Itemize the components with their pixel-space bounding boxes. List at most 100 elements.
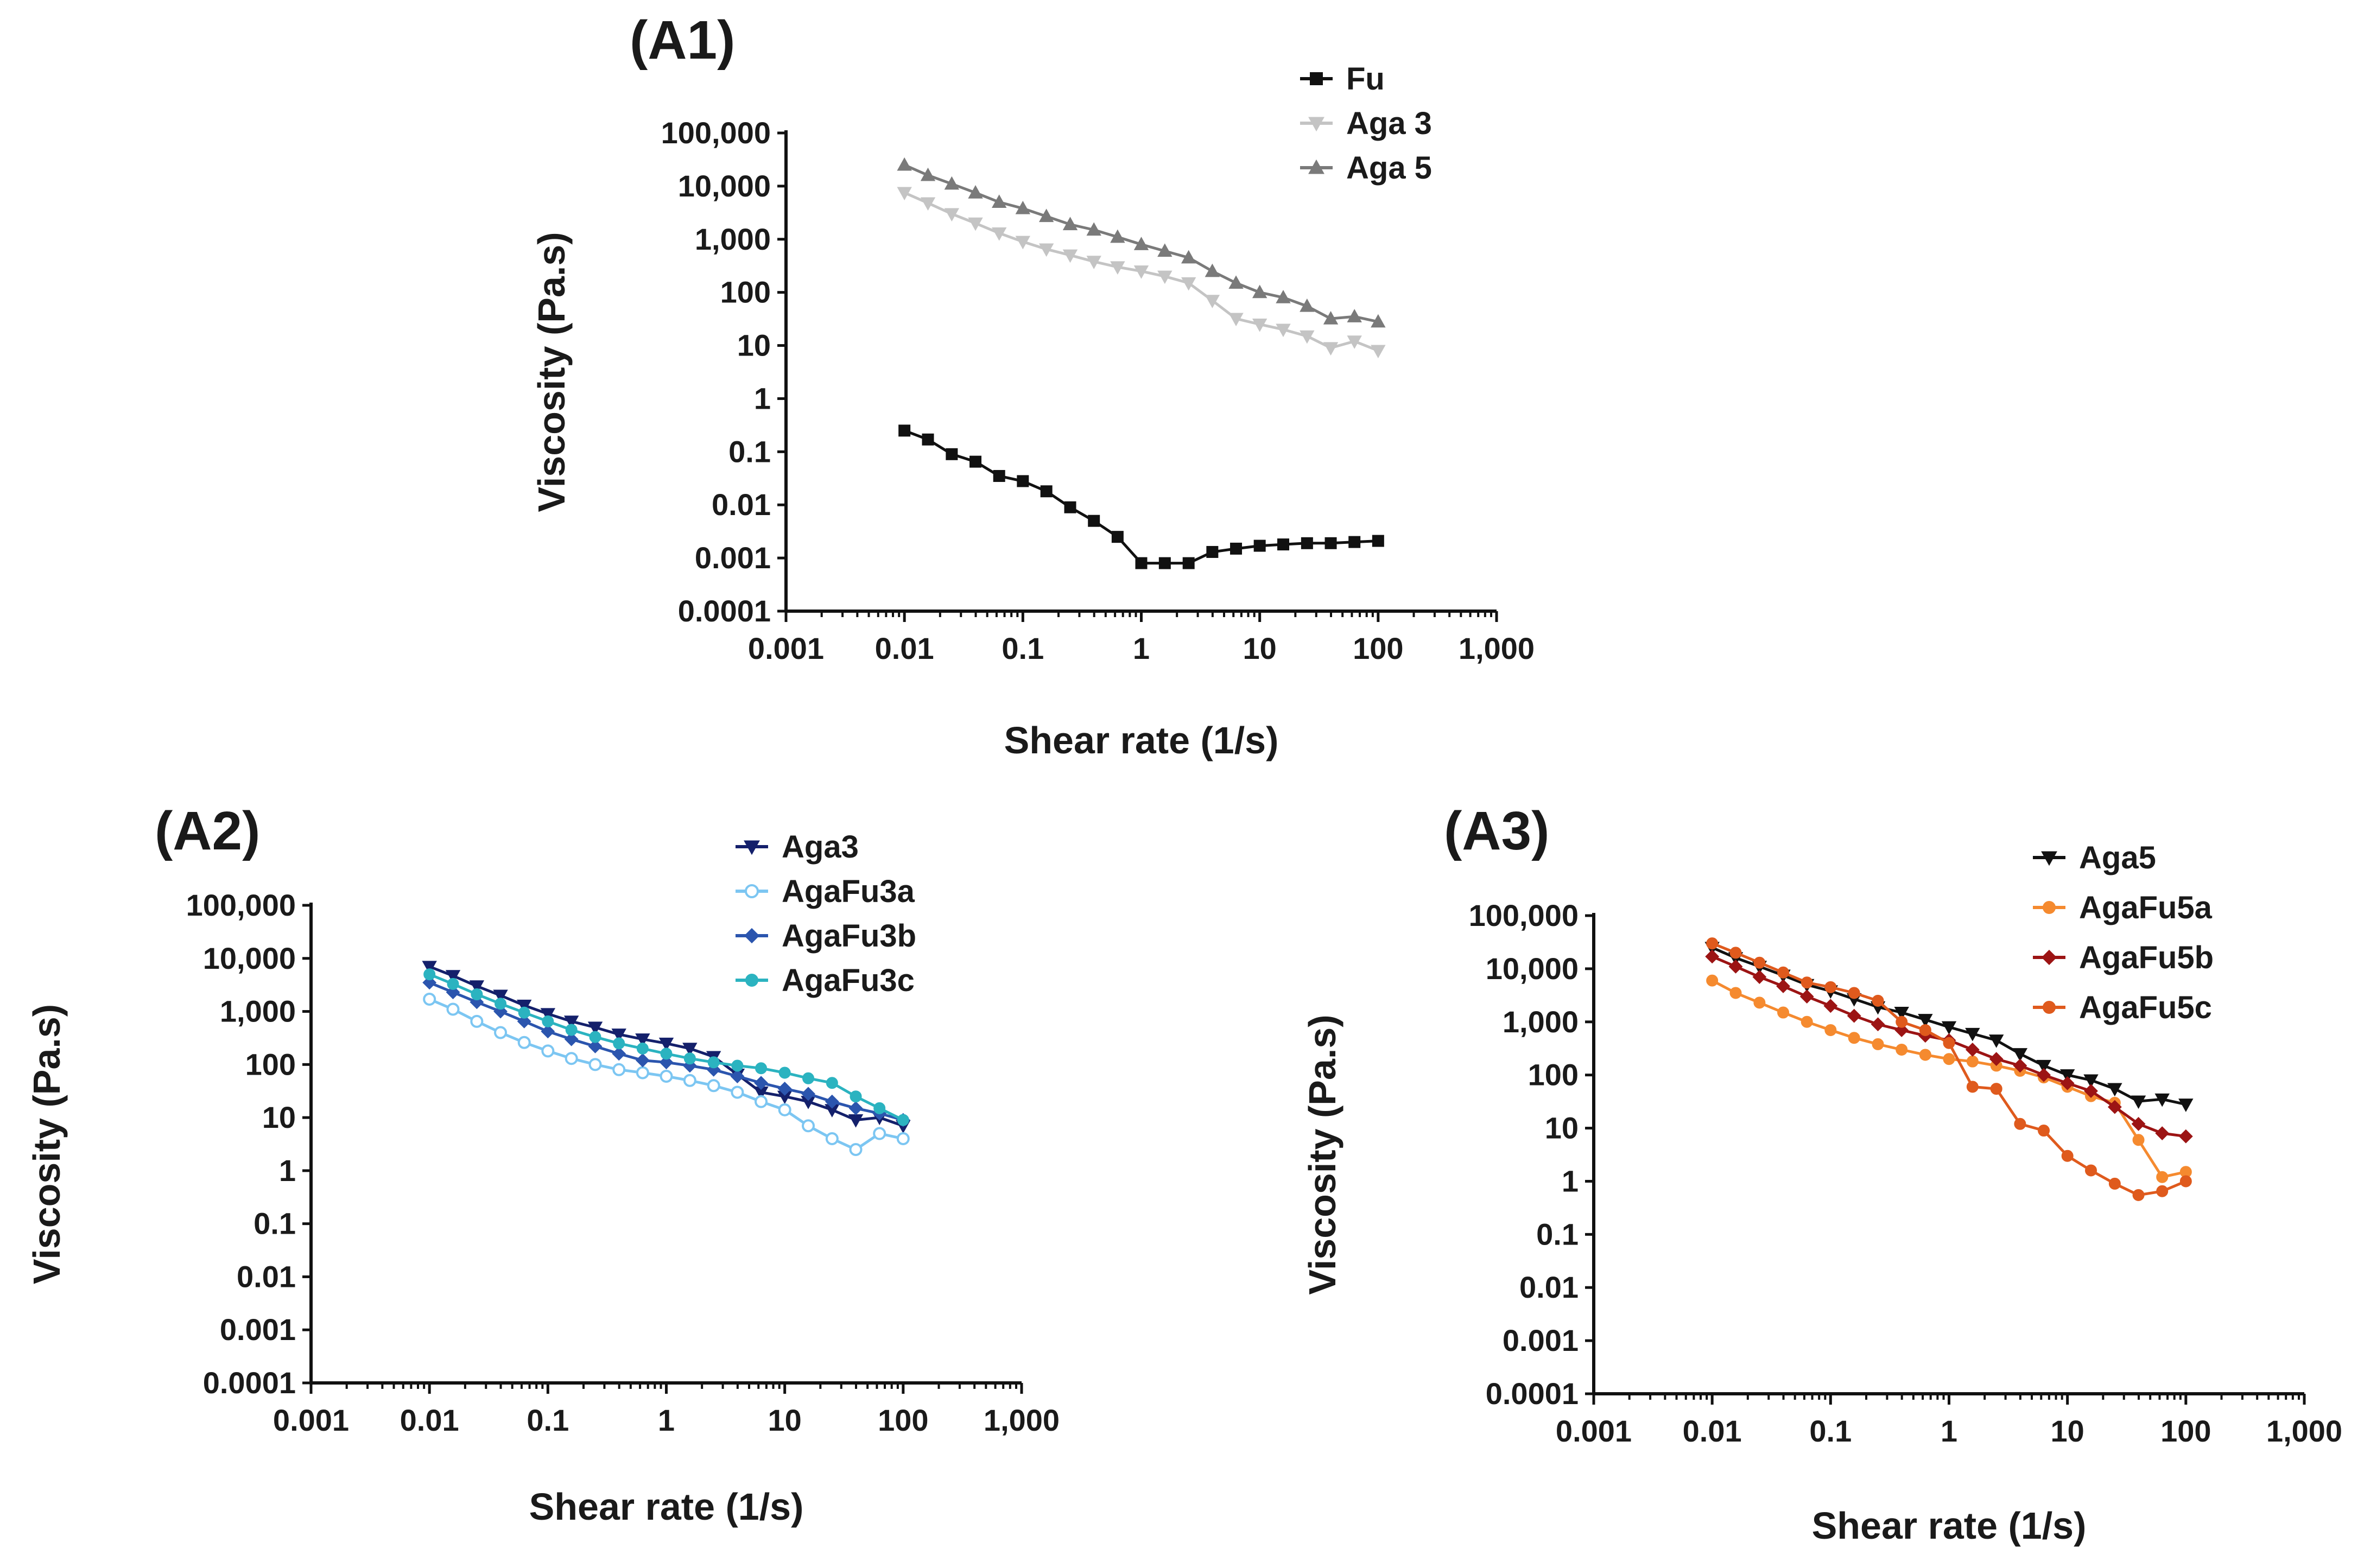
data-point (2013, 1058, 2027, 1073)
data-point (518, 1006, 530, 1019)
data-point (445, 970, 461, 983)
data-point (1228, 313, 1244, 327)
data-point (1038, 208, 1054, 223)
data-point (1135, 557, 1148, 569)
legend-label: AgaFu3a (782, 874, 915, 909)
data-point (1966, 1081, 1979, 1093)
data-point (2131, 1116, 2146, 1131)
legend-item: Fu (1300, 61, 1385, 97)
data-point (423, 968, 436, 981)
data-point (778, 1103, 791, 1116)
data-point (565, 1052, 578, 1065)
data-point (992, 194, 1007, 208)
data-point (1371, 345, 1386, 359)
data-point (1062, 217, 1078, 231)
data-point (660, 1048, 673, 1060)
series-aga5 (1704, 942, 2194, 1112)
data-point (1348, 536, 1361, 548)
y-axis-title: Viscosity (Pa.s) (26, 1004, 68, 1284)
data-point (897, 1114, 909, 1126)
data-point (612, 1046, 626, 1061)
x-tick-label: 100 (2160, 1414, 2211, 1448)
data-point (682, 1043, 698, 1056)
data-point (2061, 1150, 2074, 1162)
legend-marker (745, 974, 758, 987)
data-point (1157, 243, 1173, 257)
data-point (493, 989, 508, 1004)
series-fu (898, 424, 1384, 569)
panel-label: (A3) (1444, 801, 1549, 861)
data-point (659, 1055, 674, 1070)
data-point (1705, 949, 1720, 964)
y-tick-label: 100,000 (1469, 898, 1579, 932)
series-aga-5 (897, 157, 1386, 328)
data-point (683, 1074, 696, 1087)
data-point (471, 988, 483, 1001)
data-point (495, 998, 507, 1010)
data-point (754, 1076, 768, 1090)
data-point (920, 167, 936, 181)
data-point (1230, 542, 1243, 555)
data-point (1706, 937, 1719, 950)
data-point (1966, 1055, 1979, 1068)
data-point (1347, 309, 1362, 322)
data-point (1848, 987, 1860, 999)
data-point (1157, 270, 1173, 284)
data-point (635, 1053, 650, 1068)
x-tick-label: 0.1 (1809, 1414, 1852, 1448)
legend-label: AgaFu5b (2079, 940, 2214, 975)
x-tick-label: 0.1 (1002, 631, 1044, 665)
y-tick-label: 10,000 (203, 941, 296, 975)
data-point (1729, 947, 1742, 959)
y-tick-label: 1 (279, 1153, 296, 1188)
data-point (1205, 295, 1220, 308)
data-point (873, 1127, 886, 1140)
data-point (2107, 1100, 2122, 1114)
y-tick-label: 0.0001 (678, 594, 771, 628)
legend-item: AgaFu3b (736, 918, 916, 954)
data-point (2038, 1125, 2050, 1137)
y-tick-label: 100 (1528, 1058, 1579, 1092)
data-point (897, 187, 912, 201)
data-point (755, 1095, 768, 1108)
data-point (1324, 537, 1337, 549)
x-tick-label: 1 (1133, 631, 1150, 665)
data-point (1989, 1052, 2004, 1067)
series-aga3 (422, 961, 911, 1134)
data-point (2084, 1084, 2098, 1099)
data-point (1728, 959, 1743, 974)
data-point (1205, 263, 1220, 277)
data-point (2179, 1175, 2192, 1188)
y-tick-label: 1 (754, 381, 771, 415)
y-tick-label: 100,000 (661, 116, 771, 150)
data-point (802, 1119, 815, 1133)
data-point (446, 985, 460, 1000)
y-tick-label: 0.1 (1536, 1217, 1579, 1251)
series-agafu3a (423, 993, 910, 1156)
data-point (896, 1132, 910, 1146)
legend-item: AgaFu3a (736, 874, 915, 909)
data-point (2014, 1118, 2026, 1130)
legend-item: AgaFu5a (2033, 890, 2213, 925)
data-point (1988, 1034, 2004, 1048)
data-point (1706, 974, 1719, 987)
data-point (422, 961, 437, 974)
data-point (1919, 1049, 1931, 1061)
data-point (1228, 275, 1244, 289)
data-point (469, 980, 485, 994)
x-tick-label: 1 (658, 1403, 675, 1437)
data-point (517, 1036, 531, 1049)
data-point (1206, 545, 1219, 558)
data-point (2132, 1189, 2145, 1201)
legend: Fu Aga 3 Aga 5 (1300, 61, 1432, 186)
data-point (2132, 1134, 2145, 1146)
legend-label: Fu (1346, 61, 1385, 97)
data-point (494, 1026, 508, 1039)
series-aga-3 (897, 187, 1386, 359)
data-point (968, 217, 983, 231)
data-point (801, 1087, 815, 1101)
y-tick-label: 10 (1545, 1111, 1579, 1145)
y-tick-label: 10 (737, 328, 771, 363)
y-tick-label: 0.001 (220, 1312, 296, 1347)
x-tick-label: 10 (1243, 631, 1277, 665)
